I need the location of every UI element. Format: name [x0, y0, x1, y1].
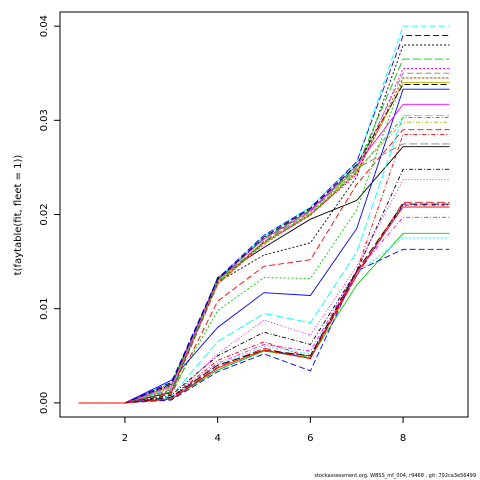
series-line-26: [78, 117, 450, 404]
series-layer: [78, 25, 450, 404]
series-line-25: [78, 35, 450, 404]
series-line-11: [78, 58, 450, 404]
y-tick-label: 0.03: [39, 109, 50, 131]
x-tick-label: 4: [214, 433, 220, 444]
x-axis: 2 4 6 8: [122, 417, 406, 444]
y-axis-label: t(faytable(fit, fleet = 1)): [13, 155, 24, 276]
series-line-3: [78, 77, 450, 404]
series-line-15: [78, 121, 450, 404]
series-line-22: [78, 216, 450, 404]
series-line-8: [78, 72, 450, 404]
y-tick-label: 0.01: [39, 298, 50, 320]
y-tick-label: 0.04: [39, 15, 50, 37]
series-line-17: [78, 168, 450, 404]
footer-text: stockassessment.org, WBSS_mf_004, r9468 …: [314, 473, 476, 479]
series-line-16: [78, 143, 450, 404]
series-line-24: [78, 84, 450, 404]
series-line-9: [78, 44, 450, 404]
series-line-27: [78, 77, 450, 404]
y-tick-label: 0.02: [39, 203, 50, 225]
series-line-20: [78, 248, 450, 404]
x-tick-label: 2: [122, 433, 128, 444]
series-line-1: [78, 146, 450, 404]
series-line-29: [78, 206, 450, 404]
series-line-2: [78, 129, 450, 404]
x-tick-label: 8: [400, 433, 406, 444]
series-line-6: [78, 179, 450, 404]
series-line-23: [78, 103, 450, 404]
x-tick-label: 6: [307, 433, 313, 444]
y-tick-label: 0.00: [39, 392, 50, 414]
series-line-7: [78, 82, 450, 404]
y-axis: 0.00 0.01 0.02 0.03 0.04: [39, 15, 60, 414]
series-line-14: [78, 68, 450, 404]
